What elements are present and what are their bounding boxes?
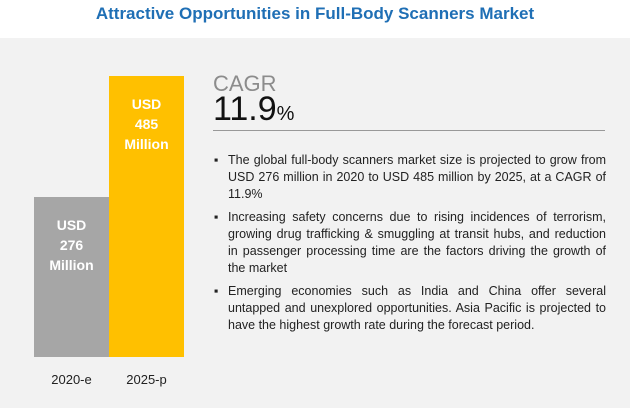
cagr-unit: % <box>276 103 295 125</box>
x-tick-label: 2020-e <box>51 372 92 387</box>
bar: USD 276 Million <box>34 196 109 357</box>
bullet: Increasing safety concerns due to rising… <box>212 209 606 277</box>
bar-label: USD 276 Million <box>49 216 94 273</box>
cagr-label: CAGR <box>213 71 277 96</box>
bullet: The global full-body scanners market siz… <box>212 152 606 203</box>
divider <box>213 130 605 131</box>
bar: USD 485 Million <box>109 75 184 357</box>
bullet-list: The global full-body scanners market siz… <box>212 152 606 340</box>
bullet: Emerging economies such as India and Chi… <box>212 283 606 334</box>
bar-label: USD 485 Million <box>124 95 169 152</box>
title: Attractive Opportunities in Full-Body Sc… <box>95 4 535 23</box>
x-tick-label: 2025-p <box>126 372 167 387</box>
cagr-number: 11.9 <box>213 90 277 128</box>
panel: CAGR 11.9% The global full-body scanners… <box>0 38 630 408</box>
cagr-value: 11.9% <box>213 90 294 129</box>
